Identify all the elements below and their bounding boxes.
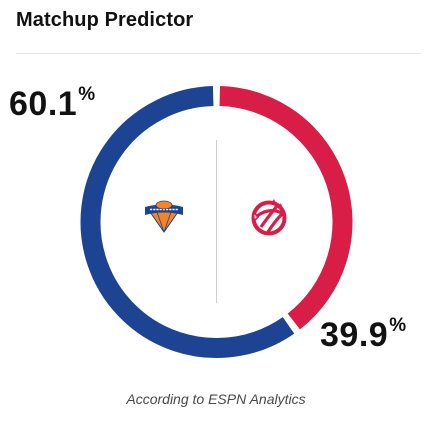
- percent-sign: %: [78, 84, 96, 105]
- widget-title: Matchup Predictor: [16, 9, 194, 31]
- title-divider: [16, 53, 421, 54]
- raptors-logo-icon[interactable]: [244, 193, 294, 243]
- win-probability-arc-left: [80, 86, 295, 358]
- win-probability-arc-right: [219, 86, 353, 330]
- analytics-source-note: According to ESPN Analytics: [126, 391, 306, 407]
- win-probability-left-value: 60.1: [9, 85, 78, 123]
- percent-sign: %: [389, 315, 407, 336]
- win-probability-left: 60.1%: [9, 84, 95, 124]
- win-probability-right-value: 39.9: [320, 316, 389, 354]
- knicks-logo-icon[interactable]: [142, 198, 186, 236]
- win-probability-right: 39.9%: [320, 315, 406, 355]
